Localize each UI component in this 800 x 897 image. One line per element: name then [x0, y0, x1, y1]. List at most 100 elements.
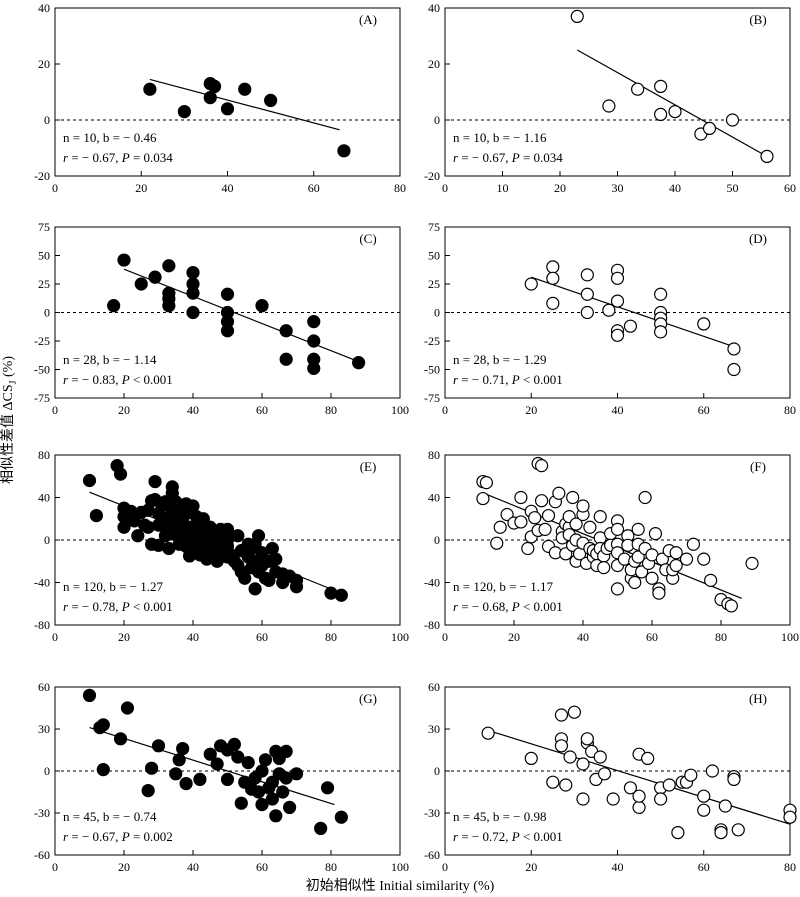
panel-e: 0 20 40 60 80 100 -80 -40 0 40 80 (E) n = 120, b = −… [34, 448, 409, 644]
panel-h-point [580, 732, 594, 746]
panel-g-letter: (G) [359, 691, 377, 706]
panel-a-ytick-label: 20 [38, 57, 50, 71]
panel-c-xtick-label: 100 [391, 403, 409, 417]
panel-f-point [652, 586, 666, 600]
panel-c-point [162, 259, 176, 273]
panel-c-xtick-label: 20 [118, 403, 130, 417]
panel-g-point [234, 796, 248, 810]
panel-g-ytick-label: 0 [44, 764, 50, 778]
panel-c-point [255, 299, 269, 313]
panel-h-point [654, 792, 668, 806]
panel-f-point [679, 552, 694, 566]
panel-g-point [193, 772, 207, 787]
panel-h-xtick-label: 0 [442, 860, 448, 874]
panel-c-point [220, 324, 235, 338]
panel-c-stat-r-p: r = − 0.83, P < 0.001 [63, 372, 173, 387]
panel-e-point [248, 582, 262, 596]
panel-a-xtick-label: 80 [394, 181, 406, 195]
panel-f-point [559, 547, 573, 561]
panel-c-point [220, 287, 235, 301]
panel-c-stat-n-b: n = 28, b = − 1.14 [63, 352, 157, 367]
panel-f-point [576, 499, 590, 513]
panel-f-xtick-label: 100 [781, 630, 799, 644]
panel-g-point [120, 701, 135, 715]
panel-f-point [635, 565, 649, 579]
panel-f-point [476, 491, 490, 506]
panel-f-point [631, 550, 645, 564]
panel-g-point [220, 772, 235, 787]
panel-e-ytick-label: -40 [34, 576, 50, 590]
panel-f-point [593, 510, 607, 524]
panel-f-point [490, 536, 504, 550]
panel-h-xtick-label: 80 [784, 860, 796, 874]
panel-f-stat-r-p: r = − 0.68, P < 0.001 [453, 599, 563, 614]
panel-h-ytick-label: 0 [434, 764, 440, 778]
panel-g-point [276, 785, 290, 799]
panel-h-point [632, 800, 646, 815]
panel-d-ytick-label: 25 [428, 277, 440, 291]
panel-a-point [220, 102, 235, 116]
panel-e-letter: (E) [360, 459, 377, 474]
panel-g-point [258, 753, 273, 767]
panel-c-xtick-label: 40 [187, 403, 199, 417]
panel-h-point [783, 810, 797, 824]
panel-h-point [524, 751, 538, 766]
panel-g-point [241, 755, 255, 770]
panel-c-ytick-label: -75 [34, 391, 50, 405]
panel-h-point [481, 726, 495, 740]
panel-e-point [269, 552, 283, 566]
panel-b-point [631, 82, 645, 96]
panel-c-point [352, 356, 366, 370]
panel-a-point [337, 144, 351, 158]
panel-g-point [334, 810, 348, 824]
panel-g-point [314, 821, 328, 836]
panel-c-point [117, 253, 131, 267]
panel-e-xtick-label: 80 [325, 630, 337, 644]
panel-d-point [580, 268, 594, 282]
panel-c-fit-line [123, 268, 359, 363]
panel-e-ytick-label: 0 [44, 533, 50, 547]
panel-g-ytick-label: -30 [34, 806, 50, 820]
panel-e-point [238, 571, 252, 585]
panel-h-point [576, 757, 590, 771]
panel-g-point [169, 767, 183, 781]
panel-e-point [289, 580, 304, 594]
panel-c-ytick-label: 50 [38, 249, 50, 263]
panel-g-point [203, 747, 217, 761]
panel-a-letter: (A) [359, 12, 377, 27]
panel-f-xtick-label: 80 [715, 630, 727, 644]
panel-f: 0 20 40 60 80 100 -80 -40 0 40 80 (F) n = 120, b = −… [424, 448, 799, 644]
panel-e-ytick-label: 80 [38, 448, 50, 462]
panel-c-ytick-label: -25 [34, 334, 50, 348]
panel-e-point [231, 529, 245, 543]
panel-b-ytick-label: 0 [434, 113, 440, 127]
panel-g-point [176, 741, 190, 756]
panel-g-point [227, 737, 241, 752]
panel-f-point [669, 546, 683, 560]
panel-a-point [177, 104, 191, 119]
panel-h-point [559, 778, 573, 792]
panel-f-ytick-label: 40 [428, 491, 440, 505]
panel-g-stat-r-p: r = − 0.67, P = 0.002 [63, 829, 173, 844]
panel-h-xtick-label: 40 [612, 860, 624, 874]
panel-c-ytick-label: 75 [38, 220, 50, 234]
panel-c-ytick-label: -50 [34, 363, 50, 377]
panel-c-point [186, 286, 200, 300]
panel-b-xtick-label: 60 [784, 181, 796, 195]
panel-b-point [702, 121, 717, 135]
panel-g-point [82, 688, 97, 703]
panel-a-xtick-label: 20 [135, 181, 147, 195]
panel-g-xtick-label: 60 [256, 860, 268, 874]
panel-f-point [552, 486, 566, 500]
panel-a-point [207, 79, 222, 94]
panel-e-xtick-label: 20 [118, 630, 130, 644]
panel-h-stat-r-p: r = − 0.72, P < 0.001 [453, 829, 563, 844]
panel-a-xtick-label: 40 [222, 181, 234, 195]
panel-b-letter: (B) [749, 12, 766, 27]
panel-c-point [186, 305, 200, 320]
panel-g-point [255, 797, 269, 812]
panel-h-point [671, 825, 685, 840]
panel-h-ytick-label: 30 [428, 722, 440, 736]
